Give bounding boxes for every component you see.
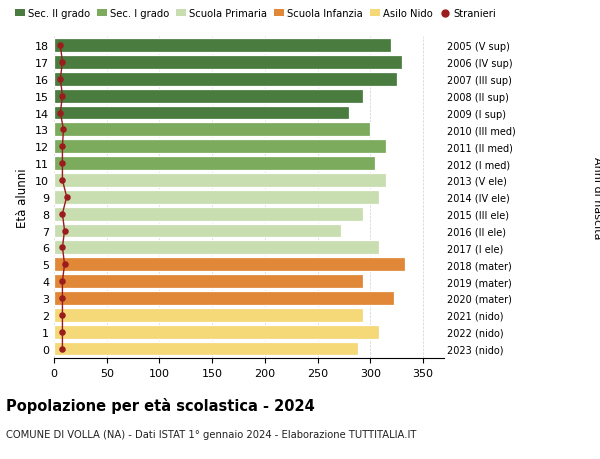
Point <box>58 211 67 218</box>
Point <box>56 42 65 50</box>
Bar <box>54 342 358 356</box>
Legend: Sec. II grado, Sec. I grado, Scuola Primaria, Scuola Infanzia, Asilo Nido, Stran: Sec. II grado, Sec. I grado, Scuola Prim… <box>11 5 500 23</box>
Bar <box>54 106 349 120</box>
Bar <box>54 56 402 70</box>
Point <box>58 143 67 151</box>
Bar <box>54 123 370 137</box>
Text: COMUNE DI VOLLA (NA) - Dati ISTAT 1° gennaio 2024 - Elaborazione TUTTITALIA.IT: COMUNE DI VOLLA (NA) - Dati ISTAT 1° gen… <box>6 429 416 439</box>
Point <box>58 278 67 285</box>
Point <box>58 312 67 319</box>
Bar <box>54 308 363 322</box>
Bar <box>54 258 405 272</box>
Bar <box>54 39 391 53</box>
Point <box>60 261 70 269</box>
Point <box>60 227 70 235</box>
Bar <box>54 274 363 288</box>
Bar <box>54 190 379 204</box>
Y-axis label: Anni di nascita: Anni di nascita <box>592 156 600 239</box>
Bar <box>54 140 386 154</box>
Point <box>56 110 65 117</box>
Bar <box>54 174 386 187</box>
Point <box>58 244 67 252</box>
Point <box>56 76 65 83</box>
Point <box>59 126 68 134</box>
Bar <box>54 325 379 339</box>
Text: Popolazione per età scolastica - 2024: Popolazione per età scolastica - 2024 <box>6 397 315 413</box>
Y-axis label: Età alunni: Età alunni <box>16 168 29 227</box>
Point <box>58 59 67 67</box>
Point <box>58 177 67 184</box>
Point <box>58 295 67 302</box>
Bar <box>54 207 363 221</box>
Bar <box>54 291 394 305</box>
Point <box>58 328 67 336</box>
Point <box>58 160 67 168</box>
Bar <box>54 90 363 103</box>
Bar <box>54 224 341 238</box>
Point <box>58 345 67 353</box>
Bar <box>54 241 379 255</box>
Bar <box>54 157 376 171</box>
Point <box>62 194 71 201</box>
Bar <box>54 73 397 86</box>
Point <box>58 93 67 100</box>
